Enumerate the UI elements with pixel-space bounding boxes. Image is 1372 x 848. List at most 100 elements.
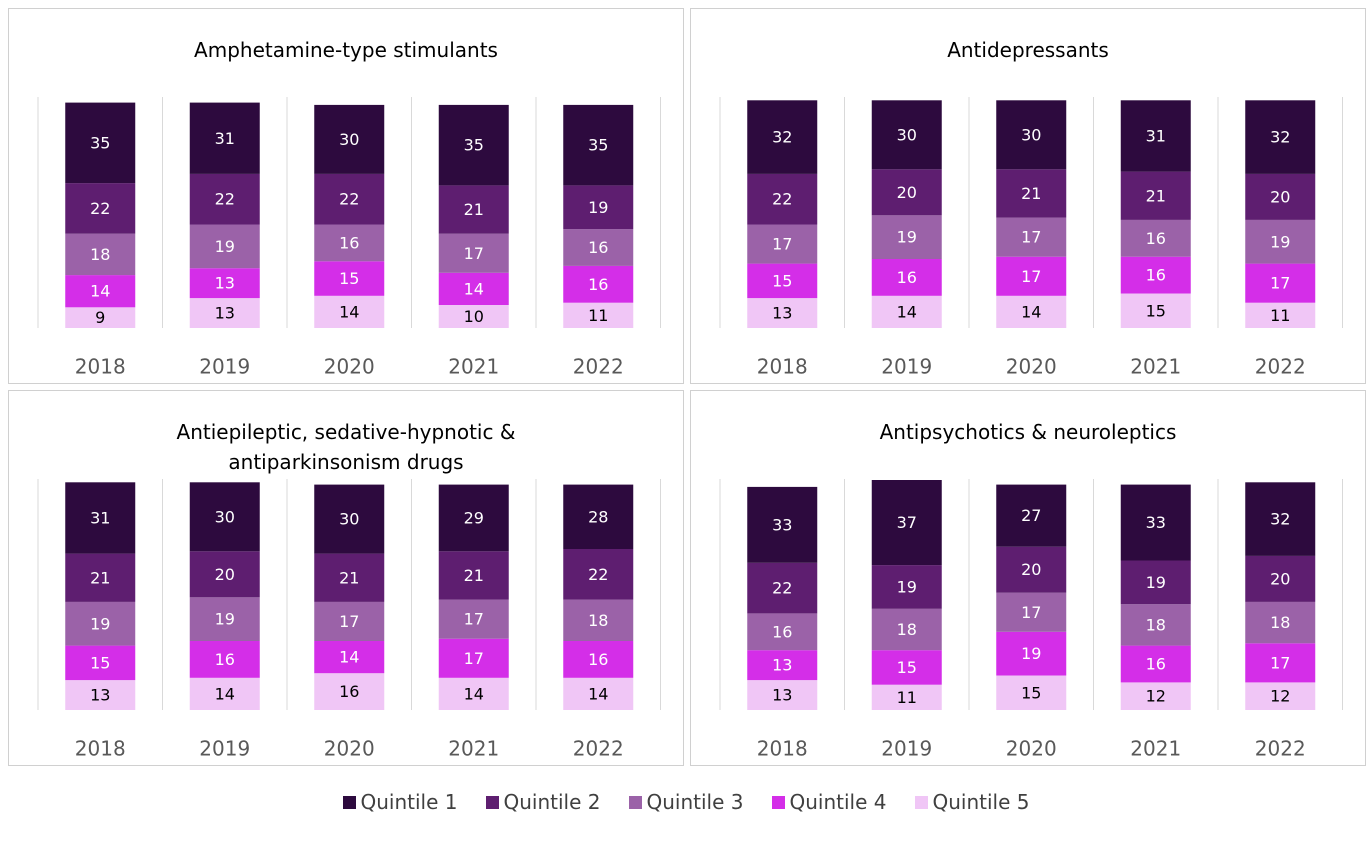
x-tick-label: 2022 bbox=[1255, 355, 1306, 379]
bar-segment bbox=[438, 305, 509, 328]
data-label: 20 bbox=[1270, 187, 1290, 206]
bar-segment bbox=[314, 601, 385, 641]
bar-segment bbox=[189, 224, 260, 269]
bar-segment bbox=[1245, 482, 1316, 556]
x-tick-label: 2019 bbox=[881, 355, 932, 379]
data-label: 22 bbox=[215, 190, 235, 209]
bar-segment bbox=[314, 641, 385, 674]
data-label: 16 bbox=[1146, 655, 1166, 674]
bar-segment bbox=[189, 677, 260, 710]
bar-segment bbox=[314, 484, 385, 554]
data-label: 29 bbox=[464, 508, 484, 527]
bar-segment bbox=[314, 173, 385, 225]
bar-segment bbox=[563, 104, 634, 186]
bar-segment bbox=[747, 100, 818, 174]
bar-segment bbox=[747, 486, 818, 563]
data-label: 13 bbox=[90, 686, 110, 705]
data-label: 15 bbox=[897, 658, 917, 677]
data-label: 18 bbox=[897, 620, 917, 639]
data-label: 21 bbox=[339, 568, 359, 587]
data-label: 31 bbox=[90, 508, 110, 527]
data-label: 14 bbox=[1021, 302, 1041, 321]
bar-segment bbox=[65, 307, 136, 328]
data-label: 20 bbox=[897, 183, 917, 202]
legend-swatch bbox=[342, 795, 356, 809]
data-label: 33 bbox=[772, 515, 792, 534]
bar-segment bbox=[438, 272, 509, 305]
x-tick-label: 2021 bbox=[1130, 355, 1181, 379]
bar-segment bbox=[563, 599, 634, 641]
bar-segment bbox=[65, 233, 136, 276]
chart: 2018 13 15 19 21 31 2019 14 16 19 20 30 2020 16 14 17 21… bbox=[37, 479, 661, 761]
bar-segment bbox=[1120, 293, 1191, 328]
bar-segment bbox=[871, 215, 942, 259]
bar-segment bbox=[1245, 173, 1316, 220]
x-tick-label: 2020 bbox=[1006, 737, 1057, 761]
data-label: 20 bbox=[1270, 569, 1290, 588]
data-label: 17 bbox=[1270, 653, 1290, 672]
bar-segment bbox=[314, 224, 385, 262]
bar-segment bbox=[314, 261, 385, 296]
bar-segment bbox=[1245, 302, 1316, 328]
bar-segment bbox=[563, 229, 634, 266]
data-label: 16 bbox=[339, 682, 359, 701]
bar-segment bbox=[871, 169, 942, 216]
legend-label: Quintile 2 bbox=[503, 790, 601, 814]
data-label: 16 bbox=[1146, 229, 1166, 248]
data-label: 17 bbox=[339, 612, 359, 631]
data-label: 15 bbox=[90, 653, 110, 672]
bar-segment bbox=[1120, 645, 1191, 683]
data-label: 19 bbox=[215, 610, 235, 629]
data-label: 14 bbox=[588, 684, 608, 703]
x-tick-label: 2022 bbox=[573, 737, 624, 761]
data-label: 16 bbox=[588, 238, 608, 257]
data-label: 20 bbox=[215, 565, 235, 584]
bar-segment bbox=[65, 601, 136, 646]
bar-segment bbox=[747, 298, 818, 328]
bar-segment bbox=[189, 551, 260, 598]
data-label: 16 bbox=[897, 268, 917, 287]
x-tick-label: 2019 bbox=[199, 737, 250, 761]
chart-panel: 2018 13 15 19 21 31 2019 14 16 19 20 30 2020 16 14 17 21… bbox=[8, 390, 684, 766]
data-label: 32 bbox=[1270, 128, 1290, 147]
data-label: 13 bbox=[772, 686, 792, 705]
bar-segment bbox=[563, 484, 634, 549]
data-label: 11 bbox=[588, 306, 608, 325]
bar-segment bbox=[996, 546, 1067, 593]
x-tick-label: 2018 bbox=[75, 355, 126, 379]
bar-segment bbox=[438, 185, 509, 234]
x-tick-label: 2020 bbox=[1006, 355, 1057, 379]
data-label: 33 bbox=[1146, 513, 1166, 532]
data-label: 17 bbox=[1270, 274, 1290, 293]
chart: 2018131517223220191416192030202014171721… bbox=[719, 97, 1343, 379]
bar-segment bbox=[871, 565, 942, 609]
bar-segment bbox=[438, 599, 509, 639]
data-label: 31 bbox=[215, 129, 235, 148]
legend-swatch bbox=[914, 795, 928, 809]
bar-segment bbox=[996, 217, 1067, 257]
x-tick-label: 2018 bbox=[75, 737, 126, 761]
data-label: 17 bbox=[1021, 228, 1041, 247]
data-label: 22 bbox=[339, 190, 359, 209]
data-label: 14 bbox=[464, 279, 484, 298]
legend-swatch bbox=[771, 795, 785, 809]
bar-segment bbox=[65, 482, 136, 554]
data-label: 19 bbox=[90, 614, 110, 633]
data-label: 19 bbox=[1270, 232, 1290, 251]
bar-segment bbox=[563, 549, 634, 600]
chart-title: Antidepressants bbox=[947, 38, 1109, 62]
bar-segment bbox=[996, 169, 1067, 218]
bar-segment bbox=[314, 295, 385, 328]
data-label: 11 bbox=[897, 688, 917, 707]
data-label: 30 bbox=[1021, 125, 1041, 144]
data-label: 15 bbox=[1021, 683, 1041, 702]
x-tick-label: 2018 bbox=[757, 737, 808, 761]
data-label: 14 bbox=[464, 684, 484, 703]
x-tick-label: 2022 bbox=[1255, 737, 1306, 761]
legend-item: Quintile 3 bbox=[628, 790, 744, 814]
data-label: 19 bbox=[215, 237, 235, 256]
legend-item: Quintile 2 bbox=[485, 790, 601, 814]
bar-segment bbox=[1120, 100, 1191, 172]
data-label: 17 bbox=[1021, 603, 1041, 622]
data-label: 17 bbox=[772, 235, 792, 254]
